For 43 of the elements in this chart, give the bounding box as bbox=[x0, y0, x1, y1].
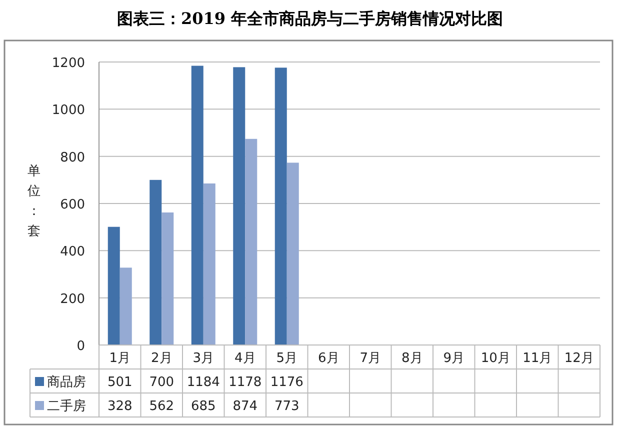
y-tick-label: 200 bbox=[60, 292, 85, 307]
y-axis-title: 单位：套 bbox=[28, 164, 40, 239]
y-tick-label: 1200 bbox=[52, 56, 85, 71]
x-tick-label: 11月 bbox=[522, 351, 552, 366]
data-label: 685 bbox=[190, 399, 216, 414]
y-tick-label: 1000 bbox=[52, 103, 85, 118]
bar bbox=[191, 66, 204, 345]
bar bbox=[274, 68, 287, 345]
data-label: 1178 bbox=[228, 375, 262, 390]
data-label: 501 bbox=[107, 375, 132, 390]
x-tick-label: 2月 bbox=[150, 351, 172, 366]
bar bbox=[286, 162, 299, 345]
x-tick-label: 10月 bbox=[480, 351, 510, 366]
data-label: 562 bbox=[149, 399, 174, 414]
legend-label: 商品房 bbox=[47, 374, 86, 390]
x-tick-label: 7月 bbox=[360, 351, 382, 366]
y-tick-label: 400 bbox=[60, 244, 85, 260]
bar bbox=[245, 138, 258, 345]
x-tick-label: 12月 bbox=[564, 351, 594, 366]
bar bbox=[203, 183, 216, 345]
legend-label: 二手房 bbox=[47, 398, 86, 414]
bar bbox=[162, 212, 174, 345]
x-tick-label: 3月 bbox=[192, 351, 214, 366]
data-label: 773 bbox=[274, 399, 300, 414]
x-tick-label: 8月 bbox=[401, 351, 423, 366]
x-tick-label: 1月 bbox=[109, 351, 131, 366]
bar bbox=[233, 67, 246, 345]
bar bbox=[120, 268, 132, 345]
chart-title: 图表三：2019 年全市商品房与二手房销售情况对比图 bbox=[116, 9, 504, 28]
data-label: 700 bbox=[149, 375, 174, 390]
x-tick-label: 5月 bbox=[276, 351, 298, 366]
x-tick-label: 4月 bbox=[234, 351, 256, 366]
data-label: 874 bbox=[232, 399, 258, 414]
x-tick-label: 9月 bbox=[443, 351, 465, 366]
y-tick-label: 800 bbox=[60, 150, 85, 166]
data-label: 328 bbox=[107, 399, 132, 414]
x-tick-label: 6月 bbox=[318, 351, 340, 366]
data-label: 1176 bbox=[270, 375, 304, 390]
y-tick-label: 0 bbox=[76, 339, 85, 354]
data-label: 1184 bbox=[186, 375, 220, 390]
bar bbox=[108, 226, 120, 345]
y-tick-label: 600 bbox=[60, 198, 85, 212]
bar bbox=[150, 180, 162, 345]
